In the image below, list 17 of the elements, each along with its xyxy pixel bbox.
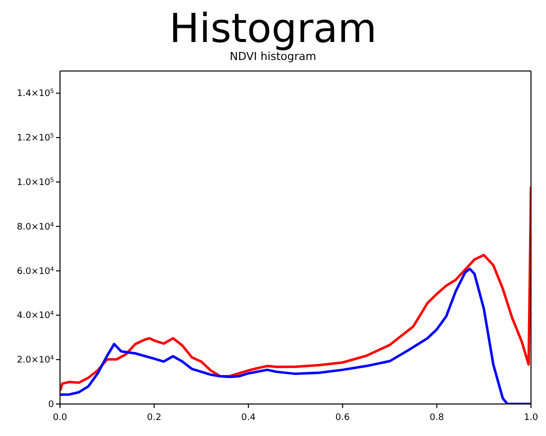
y-tick-label: 1.4×10$^{5}$	[16, 88, 54, 100]
y-tick-label: 4.0×10$^{4}$	[16, 310, 54, 322]
y-tick-label: 2.0×10$^{4}$	[16, 354, 54, 366]
y-tick-label: 1.0×10$^{5}$	[16, 176, 54, 188]
chart-title: Histogram	[168, 6, 378, 52]
y-tick-label: 8.0×10$^{4}$	[16, 220, 54, 232]
y-tick-label: 6.0×10$^{4}$	[16, 265, 54, 277]
line-series	[60, 185, 531, 392]
x-tick-label: 1.0	[524, 413, 538, 423]
y-tick-label: 1.2×10$^{5}$	[16, 132, 54, 144]
x-tick-label: 0.2	[147, 413, 162, 423]
chart-subtitle: NDVI histogram	[230, 50, 316, 64]
x-tick-label: 0.0	[52, 413, 68, 423]
x-tick-label: 0.4	[241, 413, 256, 423]
x-tick-label: 0.6	[335, 413, 350, 423]
x-tick-label: 0.8	[430, 413, 444, 423]
y-tick-label: 0	[48, 400, 54, 410]
